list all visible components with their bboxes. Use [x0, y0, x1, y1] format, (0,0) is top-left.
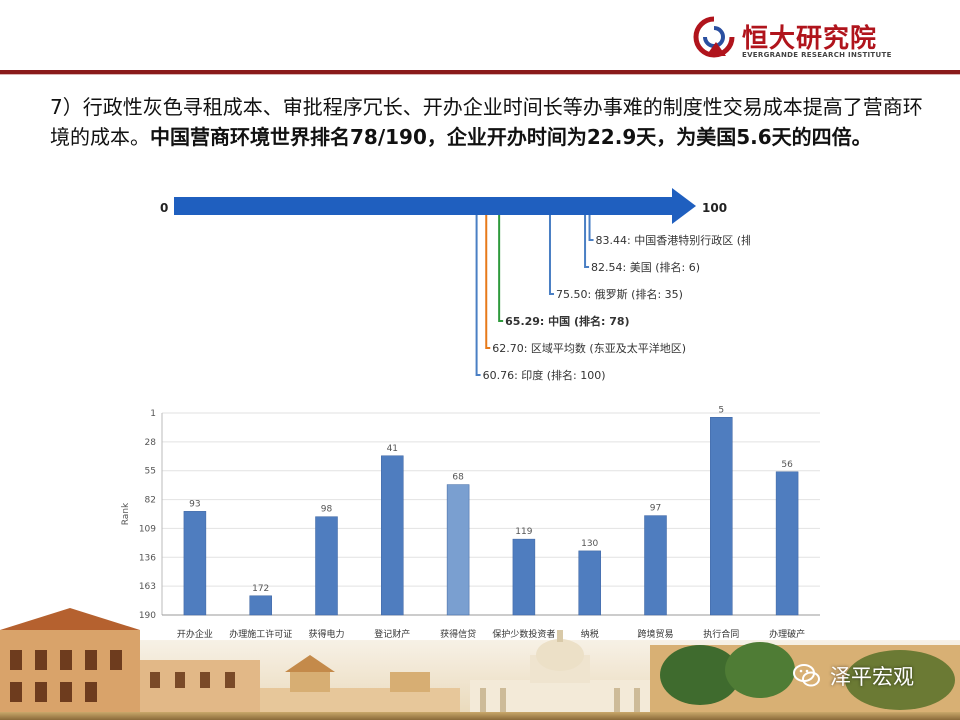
score-leader-line: [498, 215, 504, 322]
y-tick-label: 109: [139, 524, 156, 534]
score-arrow-diagram: 0 100 83.44: 中国香港特别行政区 (排名: 5) 82.54: 美国 (排…: [160, 188, 750, 382]
rank-bar: [249, 595, 272, 616]
score-label: 60.76: 印度 (排名: 100): [483, 368, 606, 382]
x-category-label: 获得电力: [308, 628, 344, 640]
logo-english-name: EVERGRANDE RESEARCH INSTITUTE: [742, 51, 892, 59]
rank-bar: [644, 515, 667, 616]
rank-bar-chart-panel: 1 28 55 82 109 136 163 190 Rank 93 开办企业 172 办理施工许可证 9…: [120, 403, 826, 645]
bar-value-label: 41: [387, 444, 398, 454]
logo-chinese-name: 恒大研究院: [742, 24, 878, 54]
score-label: 75.50: 俄罗斯 (排名: 35): [556, 287, 683, 301]
bar-value-label: 172: [252, 584, 269, 594]
rank-bar: [578, 550, 601, 616]
bar-value-label: 93: [189, 499, 200, 509]
scale-arrow-shaft: [174, 197, 672, 215]
scale-arrow-head: [672, 188, 696, 224]
rank-bar: [446, 484, 470, 616]
scale-start-label: 0: [160, 201, 168, 215]
header-divider: [0, 70, 960, 74]
y-axis-title: Rank: [121, 502, 131, 525]
score-label: 65.29: 中国 (排名: 78): [505, 314, 629, 328]
x-category-label: 办理施工许可证: [229, 628, 292, 640]
bar-value-label: 119: [515, 527, 532, 537]
y-tick-label: 28: [145, 438, 157, 448]
bar-value-label: 130: [581, 539, 598, 549]
rank-bar: [512, 538, 536, 616]
left-building-illustration: [0, 608, 260, 720]
x-category-label: 跨境贸易: [637, 628, 673, 640]
y-tick-label: 190: [139, 611, 156, 621]
trees-illustration: [650, 642, 960, 720]
bar-value-label: 97: [650, 504, 661, 514]
evergrande-logo: 恒大研究院 EVERGRANDE RESEARCH INSTITUTE: [692, 14, 892, 64]
intro-normal-text: 7）行政性灰色寻租成本、审批程序冗长、开办企业时间长等办事难的制度性交易成本提高…: [50, 95, 923, 149]
score-leader-line: [475, 215, 481, 376]
y-tick-label: 163: [139, 582, 156, 592]
score-label: 62.70: 区域平均数 (东亚及太平洋地区): [492, 341, 686, 355]
score-leader-line: [485, 215, 491, 349]
scale-end-label: 100: [702, 201, 727, 215]
score-leader-line: [584, 215, 590, 268]
x-category-label: 执行合同: [703, 628, 739, 640]
bar-value-label: 98: [321, 505, 333, 515]
bar-value-label: 5: [718, 405, 724, 415]
intro-bold-text: 中国营商环境世界排名78/190，企业开办时间为22.9天，为美国5.6天的四倍…: [150, 125, 872, 149]
x-category-label: 登记财产: [374, 628, 410, 640]
wechat-account-badge: 泽平宏观: [792, 656, 914, 696]
y-tick-label: 55: [145, 467, 156, 477]
wechat-account-name: 泽平宏观: [830, 665, 914, 689]
x-category-label: 纳税: [581, 628, 599, 640]
y-tick-label: 136: [139, 553, 156, 563]
x-category-label: 办理破产: [769, 628, 805, 640]
rank-bar: [183, 511, 207, 616]
rank-bar-chart: 1 28 55 82 109 136 163 190 Rank 93 开办企业 172 办理施工许可证 9…: [121, 405, 820, 640]
intro-paragraph: 7）行政性灰色寻租成本、审批程序冗长、开办企业时间长等办事难的制度性交易成本提高…: [50, 92, 940, 152]
x-category-label: 获得信贷: [440, 628, 476, 640]
rank-bar: [381, 455, 404, 616]
score-label: 82.54: 美国 (排名: 6): [591, 260, 700, 274]
header-divider-thin: [0, 74, 960, 75]
y-tick-label: 82: [145, 496, 156, 506]
x-category-label: 保护少数投资者: [492, 628, 555, 640]
rank-bar: [710, 417, 733, 616]
bar-value-label: 68: [452, 473, 464, 483]
y-tick-label: 1: [150, 409, 156, 419]
score-leader-line: [588, 215, 594, 241]
footer-banner: [0, 608, 960, 720]
score-leader-line: [548, 215, 554, 295]
bar-value-label: 56: [781, 460, 793, 470]
wechat-icon: [793, 664, 820, 687]
score-label: 83.44: 中国香港特别行政区 (排名: 5): [596, 233, 750, 247]
x-category-label: 开办企业: [177, 628, 213, 640]
rank-bar: [315, 516, 338, 616]
evergrande-logo-icon: [693, 16, 735, 58]
rank-bar: [775, 471, 799, 616]
